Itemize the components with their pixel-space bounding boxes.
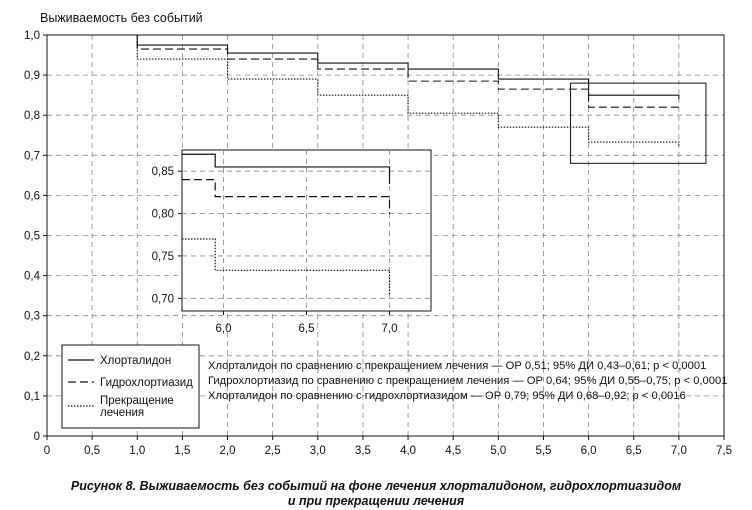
y-tick-label: 0,6: [24, 190, 40, 202]
x-tick-label: 7,5: [716, 445, 732, 457]
series-line-3: [47, 34, 680, 148]
y-tick-label: 0,1: [24, 391, 40, 403]
x-tick-label: 5,5: [535, 445, 551, 457]
main-series: [47, 34, 680, 148]
series-line-1: [47, 34, 680, 100]
figure-caption-line1: Рисунок 8. Выживаемость без событий на ф…: [70, 479, 682, 493]
legend: Хлорталидон Гидрохлортиазид Прекращениелеч…: [61, 344, 200, 429]
y-tick-label: 1,0: [24, 30, 40, 42]
legend-label-3: Прекращение: [100, 395, 174, 407]
inset-y-tick-label: 0,80: [152, 209, 174, 221]
inset-series-line-2: [182, 179, 391, 214]
x-tick-label: 6,5: [626, 445, 642, 457]
inset-y-tick-label: 0,70: [152, 293, 174, 305]
y-tick-label: 0,7: [24, 150, 40, 162]
x-tick-label: 7,0: [671, 445, 687, 457]
inset-chart: 6,0 6,5 7,0 0,70 0,75 0,80 0,85: [152, 149, 432, 335]
inset-x-tick-label: 6,5: [299, 323, 315, 335]
x-tick-label: 0,5: [84, 445, 100, 457]
annotations: Хлорталидон по сравнению с прекращением …: [208, 360, 727, 402]
y-tick-label: 0,8: [24, 110, 40, 122]
stat-annotation-1: Хлорталидон по сравнению с прекращением …: [208, 360, 706, 372]
x-tick-label: 3,0: [310, 445, 326, 457]
y-tick-label: 0,4: [24, 271, 41, 283]
x-tick-label: 0: [44, 445, 50, 457]
series-line-2: [47, 34, 680, 112]
x-tick-label: 5,0: [490, 445, 506, 457]
x-tick-label: 1,0: [129, 445, 145, 457]
x-tick-label: 2,5: [265, 445, 281, 457]
x-tick-label: 3,5: [355, 445, 371, 457]
figure-caption-line2: и при прекращении лечения: [287, 494, 465, 508]
inset-y-tick-label: 0,75: [152, 251, 174, 263]
x-tick-label: 4,0: [400, 445, 416, 457]
inset-series-line-3: [182, 238, 391, 295]
inset-x-tick-label: 7,0: [382, 323, 398, 335]
plot-frame: [46, 34, 725, 437]
inset-series-line-1: [182, 153, 391, 184]
y-tick-label: 0,3: [24, 311, 40, 323]
inset-y-tick-label: 0,85: [152, 166, 174, 178]
legend-label-3: лечения: [100, 407, 144, 419]
inset-x-tick-label: 6,0: [216, 323, 232, 335]
x-tick-label: 4,5: [445, 445, 461, 457]
inset-highlight-box: [570, 82, 707, 164]
highlight-rect: [570, 82, 707, 164]
y-tick-label: 0: [34, 431, 40, 443]
legend-box: [61, 344, 200, 429]
legend-label-1: Хлорталидон: [100, 355, 171, 367]
y-axis-label: Выживаемость без событий: [40, 11, 203, 25]
x-tick-label: 2,0: [220, 445, 236, 457]
y-tick-label: 0,9: [24, 70, 40, 82]
main-axes: 0 0,5 1,0 1,5 2,0 2,5 3,0 3,5 4,0 4,5 5,0 5,5 6,0 6,5…: [24, 30, 732, 457]
stat-annotation-2: Гидрохлортиазид по сравнению с прекращен…: [208, 375, 727, 387]
legend-label-2: Гидрохлортиазид: [100, 377, 193, 389]
y-tick-label: 0,2: [24, 351, 40, 363]
stat-annotation-3: Хлорталидон по сравнению с гидрохлортиаз…: [208, 390, 686, 402]
y-tick-label: 0,5: [24, 231, 40, 243]
x-tick-label: 1,5: [174, 445, 190, 457]
x-tick-label: 6,0: [581, 445, 597, 457]
